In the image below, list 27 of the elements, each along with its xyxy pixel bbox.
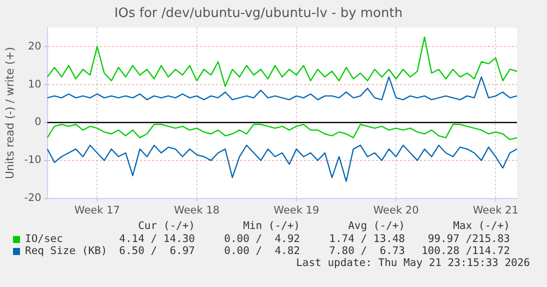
y-tick-label: 0 — [34, 116, 42, 128]
y-tick-label: -20 — [24, 192, 42, 204]
y-axis-title: Units read (-) / write (+) — [3, 46, 16, 180]
text: 0.00 / 4.82 — [224, 245, 300, 257]
text: 7.80 / 6.73 — [329, 245, 405, 257]
legend-label: Req Size (KB) — [25, 245, 108, 257]
text: 1.74 / 13.48 — [329, 233, 405, 245]
text: Min (-/+) — [243, 220, 300, 232]
x-tick-label: Week 18 — [174, 204, 220, 216]
text: Avg (-/+) — [348, 220, 405, 232]
x-tick-label: Week 21 — [472, 204, 518, 216]
text: 6.50 / 6.97 — [119, 245, 195, 257]
chart-title: IOs for /dev/ubuntu-vg/ubuntu-lv - by month — [114, 6, 403, 22]
y-tick-label: 10 — [28, 78, 42, 90]
text: Cur (-/+) — [138, 220, 195, 232]
legend-label: IO/sec — [25, 233, 63, 245]
y-tick-label: 20 — [28, 40, 42, 52]
text: 99.97 /215.83 — [428, 233, 510, 245]
x-tick-label: Week 17 — [74, 204, 120, 216]
x-tick-label: Week 19 — [274, 204, 320, 216]
text: 0.00 / 4.92 — [224, 233, 300, 245]
text: 100.28 /114.72 — [421, 245, 510, 257]
text: Max (-/+) — [453, 220, 510, 232]
y-tick-label: -10 — [24, 154, 42, 166]
text: Last update: Thu May 21 23:15:33 2026 — [296, 257, 530, 269]
text: 4.14 / 14.30 — [119, 233, 195, 245]
x-tick-label: Week 20 — [373, 204, 419, 216]
